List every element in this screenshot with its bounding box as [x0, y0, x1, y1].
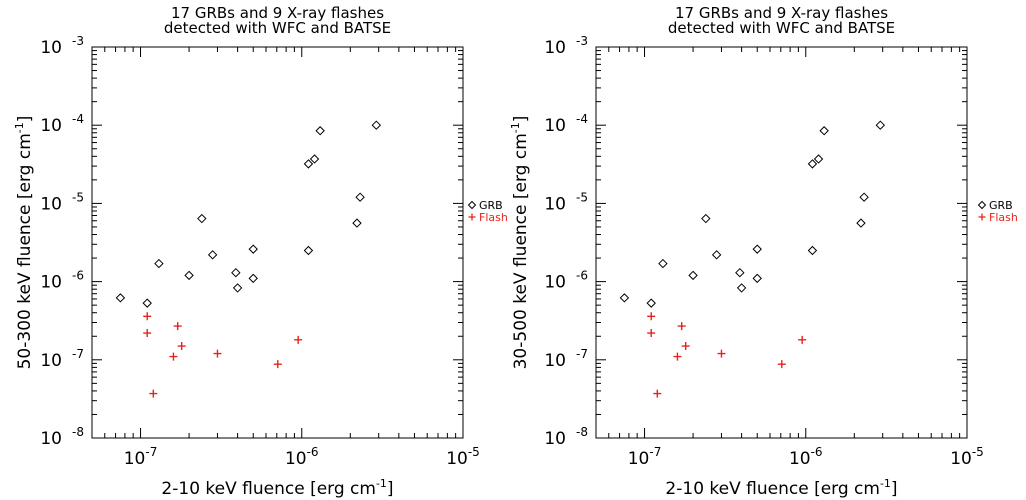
data-point-grb: [371, 120, 382, 130]
data-point-flash: [677, 322, 686, 331]
data-point-grb: [875, 120, 886, 130]
chart-title-line2: detected with WFC and BATSE: [668, 19, 895, 37]
y-tick-label: 10 -6: [40, 269, 84, 293]
data-point-grb: [752, 273, 762, 284]
x-tick-label: 10-5: [446, 445, 480, 469]
legend-label-grb: GRB: [479, 199, 503, 212]
data-point-grb: [303, 159, 314, 169]
data-point-flash: [143, 329, 152, 338]
data-point-grb: [154, 258, 164, 269]
series-flash: [143, 312, 303, 398]
data-point-grb: [859, 192, 869, 202]
legend-marker-flash: [468, 213, 476, 221]
data-point-flash: [143, 312, 152, 321]
data-point-flash: [673, 352, 682, 361]
x-tick-label: 10-6: [285, 445, 319, 469]
series-flash: [647, 312, 807, 398]
data-point-grb: [197, 213, 207, 224]
legend-label-grb: GRB: [989, 199, 1013, 212]
chart-panel-1: 10-7 10-6 10-5 10-8 10-7 10-6 10-5 10-4 10 -3 17 G…: [13, 4, 508, 499]
chart-panel-2: 10-7 10-6 10-5 10-8 10-7 10-6 10-5 10-4 10 -3 17 G…: [509, 4, 1018, 499]
data-point-flash: [777, 360, 786, 369]
x-tick-label: 10-7: [124, 445, 158, 469]
data-point-grb: [207, 250, 218, 260]
legend-marker-grb: [977, 200, 987, 210]
legend-label-flash: Flash: [479, 211, 508, 224]
data-point-grb: [688, 270, 698, 281]
data-point-flash: [169, 352, 178, 361]
data-point-grb: [619, 293, 630, 303]
y-tick-label: 10 -3: [40, 34, 84, 58]
y-axis-label: 50-300 keV fluence [erg cm-1]: [13, 116, 35, 370]
data-point-grb: [248, 244, 258, 254]
data-point-grb: [807, 159, 818, 169]
data-point-grb: [232, 283, 243, 293]
legend-label-flash: Flash: [989, 211, 1018, 224]
data-point-flash: [653, 389, 662, 398]
data-point-grb: [303, 245, 314, 256]
y-tick-label: 10 -8: [544, 425, 588, 449]
plot-frame: [91, 46, 464, 439]
y-tick-label: 10 -8: [40, 425, 84, 449]
data-point-grb: [352, 218, 362, 228]
data-point-grb: [711, 250, 722, 260]
data-point-grb: [856, 218, 866, 228]
data-point-grb: [184, 270, 194, 281]
data-point-grb: [701, 213, 711, 224]
data-point-flash: [177, 342, 186, 351]
data-point-grb: [115, 293, 126, 303]
data-point-flash: [294, 335, 303, 344]
plot-frame: [595, 46, 968, 439]
chart-title-line1: 17 GRBs and 9 X-ray flashes: [675, 4, 888, 22]
data-point-grb: [813, 154, 824, 164]
legend-marker-flash: [978, 213, 986, 221]
series-grb: [115, 120, 382, 308]
data-point-grb: [752, 244, 762, 254]
y-tick-label: 10 -6: [544, 269, 588, 293]
data-point-flash: [717, 349, 726, 358]
data-point-grb: [736, 283, 747, 293]
y-tick-label: 10 -7: [544, 347, 588, 371]
data-point-flash: [173, 322, 182, 331]
y-tick-label: 10 -5: [40, 190, 84, 214]
data-point-flash: [681, 342, 690, 351]
data-point-grb: [309, 154, 320, 164]
data-point-flash: [798, 335, 807, 344]
legend-marker-grb: [467, 200, 477, 210]
chart-title-line2: detected with WFC and BATSE: [164, 19, 391, 37]
x-axis-label: 2-10 keV fluence [erg cm-1]: [161, 477, 393, 499]
data-point-grb: [231, 267, 241, 278]
x-tick-label: 10-7: [628, 445, 662, 469]
data-point-grb: [646, 298, 656, 308]
x-tick-label: 10-5: [950, 445, 984, 469]
y-tick-label: 10 -7: [40, 347, 84, 371]
series-grb: [619, 120, 886, 308]
data-point-grb: [819, 126, 829, 136]
data-point-flash: [647, 312, 656, 321]
data-point-grb: [735, 267, 745, 278]
data-point-grb: [315, 126, 325, 136]
data-point-flash: [149, 389, 158, 398]
data-point-flash: [647, 329, 656, 338]
y-tick-label: 10 -5: [544, 190, 588, 214]
y-tick-label: 10 -4: [544, 112, 588, 136]
y-axis-label: 30-500 keV fluence [erg cm-1]: [509, 116, 531, 370]
data-point-grb: [807, 245, 818, 256]
y-tick-label: 10 -4: [40, 112, 84, 136]
chart-title-line1: 17 GRBs and 9 X-ray flashes: [171, 4, 384, 22]
x-axis-label: 2-10 keV fluence [erg cm-1]: [665, 477, 897, 499]
data-point-grb: [355, 192, 365, 202]
data-point-grb: [248, 273, 258, 284]
data-point-grb: [658, 258, 668, 269]
y-tick-label: 10 -3: [544, 34, 588, 58]
x-tick-label: 10-6: [789, 445, 823, 469]
data-point-flash: [213, 349, 222, 358]
data-point-flash: [273, 360, 282, 369]
data-point-grb: [142, 298, 152, 308]
